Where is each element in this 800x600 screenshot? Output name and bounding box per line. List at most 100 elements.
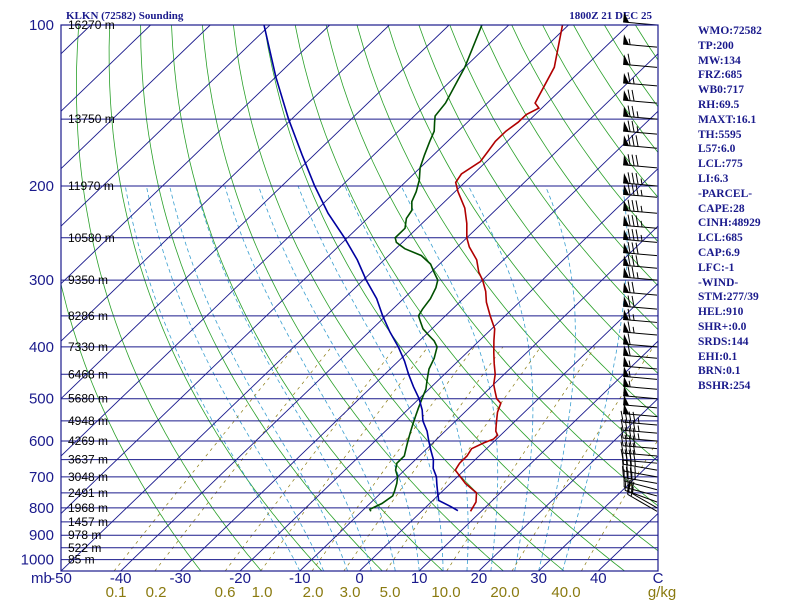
barb-flag xyxy=(621,459,625,471)
pressure-tick-label: 500 xyxy=(29,391,54,408)
barb-pennant xyxy=(623,322,630,333)
barb-pennant xyxy=(623,394,630,406)
pressure-tick-label: 1000 xyxy=(21,552,54,569)
isotherm xyxy=(180,110,658,571)
barb-half-flag xyxy=(628,370,631,378)
mixing-ratio-line xyxy=(260,346,429,571)
temperature-tick-label: -10 xyxy=(289,570,311,587)
index-line: HEL:910 xyxy=(698,306,744,319)
height-label: 5680 m xyxy=(68,392,108,406)
barb-shaft xyxy=(623,421,658,426)
barb-flag xyxy=(624,449,628,461)
height-label: 10580 m xyxy=(68,231,115,245)
moist-adiabat xyxy=(400,185,499,571)
barb-flag xyxy=(620,448,624,461)
dry-adiabat xyxy=(480,25,658,287)
barb-shaft xyxy=(623,193,658,198)
barb-flag xyxy=(632,442,636,455)
barb-flag xyxy=(635,154,639,167)
barb-flag xyxy=(628,442,632,454)
dewpoint-trace xyxy=(368,25,483,512)
barb-flag xyxy=(632,449,636,462)
index-line: LI:6.3 xyxy=(698,172,729,185)
barb-shaft xyxy=(623,331,658,336)
barb-flag xyxy=(620,410,624,423)
index-line: BSHR:254 xyxy=(698,380,751,393)
moist-adiabat xyxy=(468,185,534,571)
temperature-tick-label: -30 xyxy=(170,570,192,587)
pressure-unit-label: mb xyxy=(31,570,52,587)
index-line: WB0:717 xyxy=(698,84,744,97)
isotherm xyxy=(538,455,658,571)
barb-flag xyxy=(635,229,639,241)
wind-barb xyxy=(623,333,658,348)
wind-barb xyxy=(623,105,658,120)
barb-shaft xyxy=(623,252,658,257)
mixing-ratio-label: 40.0 xyxy=(551,584,580,600)
barb-flag xyxy=(631,134,635,147)
isotherm xyxy=(61,25,211,170)
barb-shaft xyxy=(623,445,658,450)
barb-pennant xyxy=(623,200,630,211)
barb-shaft xyxy=(623,209,658,214)
isotherm xyxy=(61,25,450,400)
barb-shaft xyxy=(623,82,658,87)
barb-shaft xyxy=(623,182,658,187)
height-label: 978 m xyxy=(68,528,101,542)
index-line: L57:6.0 xyxy=(698,143,736,156)
dry-adiabat xyxy=(75,25,262,571)
barb-shaft xyxy=(623,291,658,296)
barb-shaft xyxy=(623,164,658,169)
temperature-tick-label: 10 xyxy=(411,570,428,587)
barb-shaft xyxy=(623,318,658,323)
dry-adiabat xyxy=(202,25,504,571)
mixing-ratio-label: g/kg xyxy=(648,584,676,600)
isotherm xyxy=(418,340,658,571)
mixing-ratio-label: 5.0 xyxy=(380,584,401,600)
barb-flag xyxy=(635,255,639,267)
barb-pennant xyxy=(623,267,630,278)
index-line: TH:5595 xyxy=(698,128,742,141)
barb-half-flag xyxy=(640,178,643,185)
isotherm xyxy=(359,283,658,571)
barb-flag xyxy=(620,441,624,454)
barb-pennant xyxy=(623,296,630,307)
plot-frame xyxy=(60,24,659,572)
barb-flag xyxy=(635,172,639,185)
barb-pennant xyxy=(623,184,630,195)
dry-adiabat xyxy=(449,25,658,331)
barb-flag xyxy=(627,214,631,227)
index-line: -WIND- xyxy=(698,276,739,289)
barb-half-flag xyxy=(628,380,631,387)
barb-shaft xyxy=(623,395,658,400)
barb-shaft xyxy=(623,99,658,104)
barb-pennant xyxy=(623,356,630,367)
isotherm xyxy=(299,225,658,571)
barb-flag xyxy=(631,295,635,308)
barb-half-flag xyxy=(637,425,640,432)
wind-barb xyxy=(623,89,658,104)
index-line: SRDS:144 xyxy=(698,335,749,348)
height-label: 9350 m xyxy=(68,273,108,287)
height-label: 8286 m xyxy=(68,309,108,323)
wind-barb xyxy=(623,356,658,370)
barb-shaft xyxy=(623,365,658,370)
barb-pennant xyxy=(623,173,630,184)
wind-barb xyxy=(621,459,658,478)
barb-flag xyxy=(624,427,628,439)
wind-barb xyxy=(623,214,658,229)
barb-flag xyxy=(627,333,631,345)
wind-barb xyxy=(623,53,658,68)
barb-flag xyxy=(631,229,635,241)
pressure-tick-label: 200 xyxy=(29,178,54,195)
barb-flag xyxy=(627,295,631,307)
barb-flag xyxy=(628,449,632,462)
dry-adiabat xyxy=(387,25,658,418)
barb-flag xyxy=(627,254,631,266)
height-label: 4948 m xyxy=(68,414,108,428)
mixing-ratio-label: 0.1 xyxy=(106,584,127,600)
wind-barb xyxy=(623,120,658,135)
wind-barb xyxy=(623,344,658,359)
barb-flag xyxy=(627,321,631,333)
